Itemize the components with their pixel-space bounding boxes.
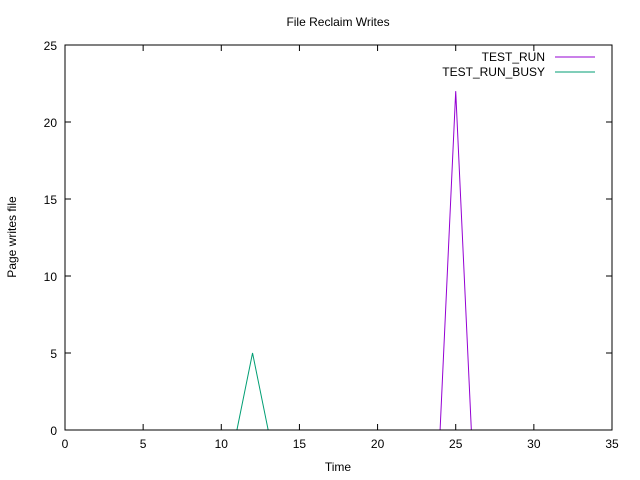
series-line-test-run: [65, 91, 612, 431]
x-tick-label: 20: [371, 437, 385, 451]
x-tick-label: 25: [449, 437, 463, 451]
y-tick-label: 20: [44, 116, 58, 130]
y-axis-label: Page writes file: [5, 196, 19, 278]
legend-label: TEST_RUN: [482, 50, 545, 64]
plot-frame: [64, 44, 613, 431]
series-line-test-run-busy: [65, 352, 612, 431]
x-tick-label: 15: [293, 437, 307, 451]
x-tick-label: 0: [62, 437, 69, 451]
y-tick-label: 15: [44, 193, 58, 207]
x-tick-label: 30: [527, 437, 541, 451]
x-tick-label: 5: [140, 437, 147, 451]
y-tick-label: 25: [44, 39, 58, 53]
legend-label: TEST_RUN_BUSY: [442, 65, 545, 79]
series-layer: [65, 91, 612, 431]
y-tick-label: 0: [50, 424, 57, 438]
chart-title: File Reclaim Writes: [286, 15, 389, 29]
ticks-layer: 0 5 10 15 20 25 30 35 0 5 10 15 20 25: [44, 39, 619, 451]
x-tick-label: 35: [605, 437, 619, 451]
x-tick-label: 10: [215, 437, 229, 451]
y-tick-label: 10: [44, 270, 58, 284]
x-axis-label: Time: [325, 460, 352, 474]
y-tick-label: 5: [50, 347, 57, 361]
